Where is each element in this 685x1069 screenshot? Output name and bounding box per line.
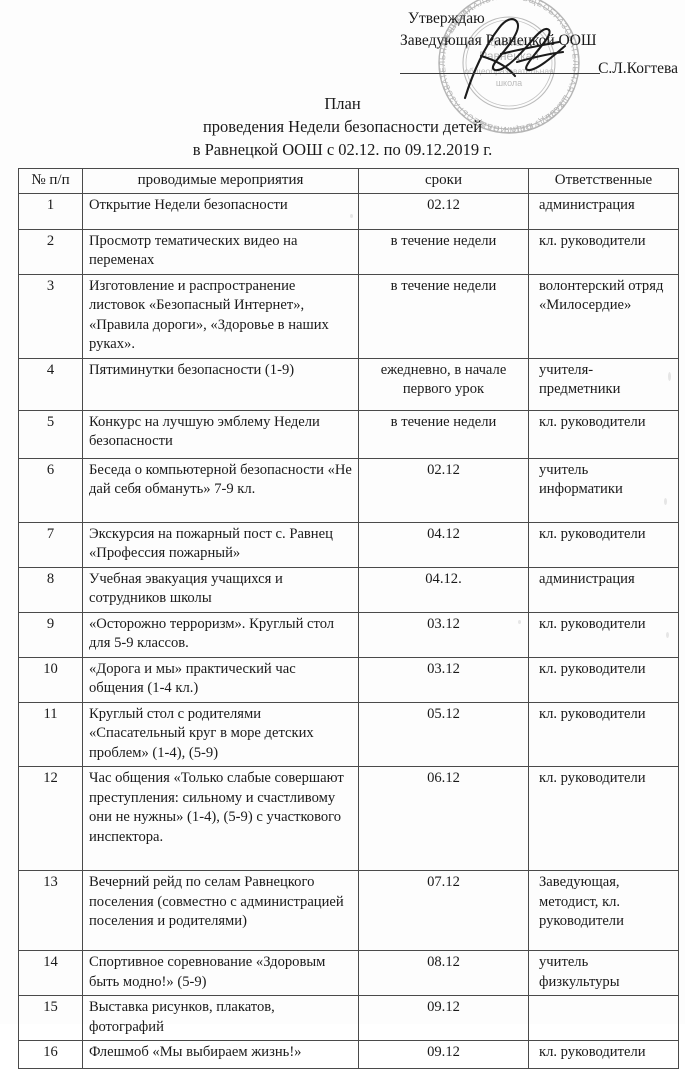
title-line-3: в Равнецкой ООШ с 02.12. по 09.12.2019 г… [192,140,493,159]
cell-date: 09.12 [358,995,529,1041]
cell-event: Круглый стол с родителями «Спасательный … [82,701,359,767]
cell-event: Просмотр тематических видео на переменах [82,228,359,275]
cell-date: 08.12 [358,950,529,996]
cell-number: 7 [18,521,83,568]
signature-rule [400,73,600,74]
cell-date: в течение недели [358,228,529,275]
column-header-number: № п/п [18,168,83,194]
cell-number: 1 [18,192,83,230]
cell-event: Вечерний рейд по селам Равнецкого поселе… [82,870,359,951]
signer-name: С.Л.Когтева [598,60,678,77]
column-header-event: проводимые мероприятия [82,168,359,194]
table-row: 10 «Дорога и мы» практический час общения… [18,656,679,703]
cell-event: Пятиминутки безопасности (1-9) [82,357,359,411]
cell-date: 06.12 [358,766,529,871]
cell-number: 8 [18,566,83,613]
cell-number: 15 [18,995,83,1041]
table-row: 13 Вечерний рейд по селам Равнецкого посе… [18,870,679,951]
cell-date: 04.12. [358,566,529,613]
table-row: 4 Пятиминутки безопасности (1-9) ежедневно… [18,357,679,411]
cell-event: Спортивное соревнование «Здоровым быть м… [82,950,359,996]
approval-line-1: Утверждаю [408,10,485,27]
cell-date: ежедневно, в начале первого урок [358,357,529,411]
cell-date: 09.12 [358,1040,529,1069]
cell-number: 10 [18,656,83,703]
cell-number: 9 [18,611,83,658]
table-row: 2 Просмотр тематических видео на перемена… [18,228,679,275]
cell-event: Учебная эвакуация учащихся и сотрудников… [82,566,359,613]
plan-table: № п/п проводимые мероприятия сроки Ответ… [18,168,679,1069]
table-row: 5 Конкурс на лучшую эмблему Недели безопа… [18,409,679,459]
cell-responsible: учитель физкультуры [528,950,679,996]
cell-responsible: кл. руководители [528,656,679,703]
table-row: 9 «Осторожно терроризм». Круглый стол для… [18,611,679,658]
table-header-row: № п/п проводимые мероприятия сроки Ответ… [18,168,679,194]
approval-line-2: Заведующая Равнецкой ООШ [400,32,597,49]
cell-responsible: кл. руководители [528,228,679,275]
cell-event: Час общения «Только слабые совершают пре… [82,766,359,871]
cell-number: 12 [18,766,83,871]
cell-responsible [528,995,679,1041]
cell-date: в течение недели [358,409,529,459]
cell-responsible: администрация [528,566,679,613]
cell-number: 14 [18,950,83,996]
cell-event: Изготовление и распространение листовок … [82,273,359,359]
cell-responsible: кл. руководители [528,1040,679,1069]
cell-event: «Осторожно терроризм». Круглый стол для … [82,611,359,658]
cell-number: 5 [18,409,83,459]
cell-number: 3 [18,273,83,359]
cell-date: 05.12 [358,701,529,767]
cell-number: 4 [18,357,83,411]
cell-number: 13 [18,870,83,951]
table-row: 8 Учебная эвакуация учащихся и сотруднико… [18,566,679,613]
cell-responsible: кл. руководители [528,521,679,568]
cell-event: Конкурс на лучшую эмблему Недели безопас… [82,409,359,459]
cell-date: 04.12 [358,521,529,568]
approval-block: Утверждаю Заведующая Равнецкой ООШ С.Л.К… [400,8,678,84]
cell-date: 07.12 [358,870,529,951]
cell-event: Флешмоб «Мы выбираем жизнь!» [82,1040,359,1069]
cell-event: Беседа о компьютерной безопасности «Не д… [82,457,359,523]
table-row: 6 Беседа о компьютерной безопасности «Не … [18,457,679,523]
table-row: 14 Спортивное соревнование «Здоровым быть… [18,950,679,996]
cell-responsible: кл. руководители [528,611,679,658]
cell-date: 03.12 [358,611,529,658]
cell-responsible: администрация [528,192,679,230]
column-header-responsible: Ответственные [528,168,679,194]
cell-date: в течение недели [358,273,529,359]
cell-number: 11 [18,701,83,767]
cell-number: 6 [18,457,83,523]
table-row: 15 Выставка рисунков, плакатов, фотограф… [18,995,679,1041]
cell-event: Выставка рисунков, плакатов, фотографий [82,995,359,1041]
table-row: 3 Изготовление и распространение листовок… [18,273,679,359]
cell-responsible: учитель информатики [528,457,679,523]
cell-responsible: кл. руководители [528,766,679,871]
cell-responsible: Заведующая, методист, кл. руководители [528,870,679,951]
cell-event: Открытие Недели безопасности [82,192,359,230]
table-row: 12 Час общения «Только слабые совершают п… [18,766,679,871]
cell-date: 03.12 [358,656,529,703]
cell-date: 02.12 [358,457,529,523]
table-row: 16 Флешмоб «Мы выбираем жизнь!» 09.12 кл. р… [18,1040,679,1069]
title-line-1: План [324,94,361,113]
cell-number: 2 [18,228,83,275]
cell-event: Экскурсия на пожарный пост с. Равнец «Пр… [82,521,359,568]
page-title: План проведения Недели безопасности дете… [0,92,685,161]
table-row: 11 Круглый стол с родителями «Спасательны… [18,701,679,767]
table-row: 1 Открытие Недели безопасности 02.12 админи… [18,192,679,230]
cell-responsible: волонтерский отряд «Милосердие» [528,273,679,359]
cell-date: 02.12 [358,192,529,230]
signature-row: С.Л.Когтева [400,58,678,84]
cell-event: «Дорога и мы» практический час общения (… [82,656,359,703]
cell-responsible: кл. руководители [528,409,679,459]
table-row: 7 Экскурсия на пожарный пост с. Равнец «П… [18,521,679,568]
cell-responsible: кл. руководители [528,701,679,767]
cell-number: 16 [18,1040,83,1069]
cell-responsible: учителя-предметники [528,357,679,411]
column-header-date: сроки [358,168,529,194]
title-line-2: проведения Недели безопасности детей [202,117,483,136]
